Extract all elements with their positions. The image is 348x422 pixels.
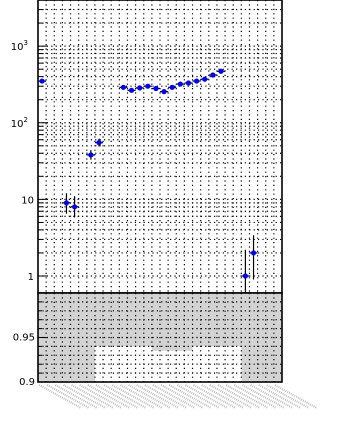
data-point bbox=[96, 140, 102, 146]
data-point bbox=[161, 89, 167, 95]
data-point bbox=[185, 80, 192, 86]
upper-frame-fill bbox=[38, 0, 282, 293]
ratio-band-segment-4 bbox=[241, 293, 282, 382]
upper-pad: 1 10 102 103 bbox=[11, 0, 283, 294]
data-point bbox=[169, 84, 175, 90]
data-point bbox=[88, 152, 94, 158]
lower-frame bbox=[37, 292, 283, 383]
lower-y-tick-label: 0.95 bbox=[13, 333, 35, 344]
data-point bbox=[137, 85, 143, 91]
upper-y-tick-exponent: 2 bbox=[24, 116, 28, 124]
lower-y-axis: 0.95 0.9 bbox=[13, 333, 35, 389]
data-point bbox=[202, 76, 208, 82]
data-point bbox=[120, 84, 126, 90]
x-tick-labels bbox=[38, 384, 318, 409]
data-point bbox=[194, 78, 200, 84]
data-point bbox=[250, 250, 257, 256]
upper-y-tick-label: 103 bbox=[11, 39, 28, 53]
ratio-band-segment-2 bbox=[151, 293, 193, 351]
data-point bbox=[72, 204, 78, 210]
data-point bbox=[242, 273, 248, 279]
upper-y-tick-label: 102 bbox=[11, 116, 28, 130]
data-point bbox=[218, 68, 224, 74]
data-point bbox=[63, 200, 70, 206]
lower-pad: 0.95 0.9 bbox=[13, 292, 283, 389]
data-point bbox=[39, 78, 45, 84]
data-point bbox=[210, 72, 216, 78]
data-point bbox=[177, 81, 183, 87]
data-point bbox=[145, 83, 151, 89]
data-point bbox=[153, 85, 159, 92]
upper-y-tick-exponent: 3 bbox=[24, 39, 28, 47]
upper-y-tick-label: 10 bbox=[21, 195, 34, 206]
lower-grid bbox=[38, 293, 282, 382]
upper-series bbox=[38, 68, 258, 293]
data-point bbox=[128, 87, 135, 93]
lower-y-tick-label: 0.9 bbox=[19, 377, 35, 388]
upper-y-axis: 1 10 102 103 bbox=[11, 39, 34, 283]
upper-y-tick-label: 1 bbox=[28, 272, 34, 283]
